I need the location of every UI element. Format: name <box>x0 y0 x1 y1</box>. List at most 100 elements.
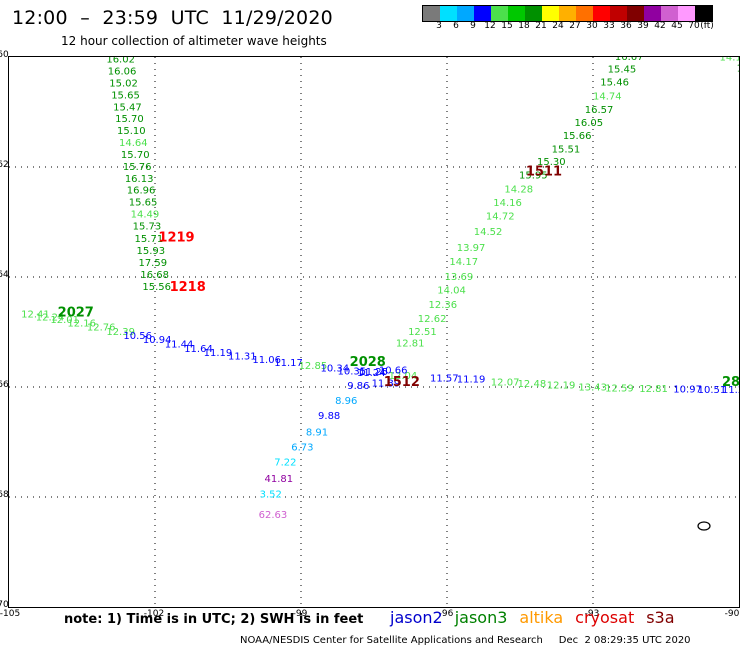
wave-height-label: 15.51 <box>552 145 581 156</box>
wave-height-label: 16.96 <box>127 185 156 196</box>
color-scale-tick-label: 27 <box>569 21 581 31</box>
wave-height-label: 3.52 <box>260 490 282 501</box>
color-scale-labels: 3 6 9 12 15 18 21 24 27 30 33 36 39 42 45 70 (ft) <box>422 21 734 35</box>
color-swatch <box>610 6 627 21</box>
wave-height-label: 14.72 <box>486 211 515 222</box>
color-scale-tick-label: 18 <box>518 21 530 31</box>
color-swatch <box>678 6 695 21</box>
units-note: note: 1) Time is in UTC; 2) SWH is in fe… <box>64 612 364 627</box>
wave-height-label: 13.97 <box>457 243 486 254</box>
wave-height-label: 12.19 <box>547 381 576 392</box>
wave-height-label: 10.94 <box>143 335 172 346</box>
wave-height-label: 14.49 <box>131 210 160 221</box>
color-scale-tick-label: 42 <box>654 21 666 31</box>
wave-height-label: 15.95 <box>519 171 548 182</box>
satellite-legend: jason2 jason3 altika cryosat s3a <box>390 608 687 627</box>
wave-height-label: 12.36 <box>429 300 458 311</box>
footer-credit: NOAA/NESDIS Center for Satellite Applica… <box>240 635 691 646</box>
wave-height-label: 11.17 <box>274 358 303 369</box>
wave-height-label: 12.59 <box>605 383 634 394</box>
wave-height-label: 15.65 <box>111 90 140 101</box>
color-scale-tick-label: 33 <box>603 21 615 31</box>
color-swatch <box>695 6 712 21</box>
wave-height-label: 12.81 <box>639 384 668 395</box>
color-swatch <box>525 6 542 21</box>
pass-time-label: 1511 <box>526 164 562 179</box>
wave-height-label: 11.19 <box>457 375 486 386</box>
latitude-label: -70 <box>0 600 9 610</box>
wave-height-label: 11.44 <box>165 339 194 350</box>
wave-height-label: 11.24 <box>357 368 386 379</box>
map-canvas: 16.0216.0615.0215.6515.4715.7015.1014.64… <box>9 57 739 607</box>
wave-height-label: 16.05 <box>575 118 604 129</box>
satellite-track: 62.633.5241.817.226.738.919.888.969.8611… <box>259 57 644 521</box>
color-swatch <box>661 6 678 21</box>
wave-height-label: 15.71 <box>135 234 164 245</box>
latitude-label: -60 <box>0 50 9 60</box>
color-swatch <box>559 6 576 21</box>
pass-time-labels: 18311510183215111219121820272028151228 <box>58 164 739 390</box>
wave-height-label: 15.02 <box>109 79 138 90</box>
wave-height-label: 10.34 <box>320 364 349 375</box>
wave-height-label: 14.16 <box>493 198 522 209</box>
wave-height-map: 16.02 16.06 15.02 15.65 15.47 15.70 15.10 14.64… <box>8 56 740 608</box>
wave-height-label: 12.16 <box>67 319 96 330</box>
wave-height-label: 11.39 <box>372 378 401 389</box>
wave-height-label: 15.66 <box>563 131 592 142</box>
wave-height-label: 10.66 <box>379 365 408 376</box>
color-swatch <box>423 6 440 21</box>
wave-height-label: 8.96 <box>335 396 357 407</box>
pass-time-label: 1218 <box>170 280 206 295</box>
wave-height-label: 14.52 <box>474 227 503 238</box>
wave-height-label: 15.70 <box>115 114 144 125</box>
wave-height-label: 11.57 <box>430 374 459 385</box>
longitude-label: -99 <box>292 609 308 619</box>
latitude-label: -66 <box>0 380 9 390</box>
satellite-track: 16.0216.0615.0215.6515.4715.7015.1014.64… <box>106 57 171 293</box>
color-scale-tick-label: 3 <box>436 21 442 31</box>
wave-height-label: 12.85 <box>299 361 328 372</box>
latitude-label: -62 <box>0 160 9 170</box>
wave-height-label: 13.69 <box>445 272 474 283</box>
satellite-track: 12.4112.2412.0112.1612.7612.3910.5610.94… <box>21 310 739 396</box>
wave-height-label: 14.04 <box>437 286 466 297</box>
wave-height-label: 12.04 <box>389 371 418 382</box>
wave-height-label: 14.16 <box>720 57 739 63</box>
wave-height-label: 16.19 <box>737 63 739 74</box>
page-title: 12:00 – 23:59 UTC 11/29/2020 <box>12 7 333 29</box>
color-swatch <box>542 6 559 21</box>
wave-height-label: 8.91 <box>306 427 328 438</box>
wave-height-label: 14.74 <box>593 91 622 102</box>
island-outline <box>697 521 711 531</box>
color-swatch <box>508 6 525 21</box>
satellite-tracks: 16.0216.0615.0215.6515.4715.7015.1014.64… <box>21 57 739 521</box>
color-swatch <box>576 6 593 21</box>
wave-height-label: 15.76 <box>123 162 152 173</box>
pass-time-label: 1219 <box>158 230 194 245</box>
latitude-label: -64 <box>0 270 9 280</box>
color-swatch <box>644 6 661 21</box>
pass-time-label: 28 <box>722 375 739 390</box>
wave-height-label: 14.17 <box>449 257 478 268</box>
color-scale-tick-label: (ft) <box>700 21 714 31</box>
wave-height-label: 15.46 <box>600 78 629 89</box>
wave-height-label: 41.81 <box>265 474 294 485</box>
wave-height-label: 16.67 <box>615 57 644 63</box>
wave-height-label: 10.97 <box>673 385 702 396</box>
color-swatch <box>491 6 508 21</box>
color-swatch <box>593 6 610 21</box>
color-swatch <box>474 6 491 21</box>
wave-height-label: 9.88 <box>318 411 340 422</box>
wave-height-label: 6.73 <box>291 442 313 453</box>
pass-time-label: 2027 <box>58 306 94 321</box>
wave-height-label: 7.22 <box>274 458 296 469</box>
wave-height-label: 12.48 <box>518 379 547 390</box>
pass-time-label: 1512 <box>384 375 420 390</box>
wave-height-label: 15.45 <box>608 64 637 75</box>
longitude-label: -96 <box>438 609 454 619</box>
wave-height-label: 15.65 <box>129 198 158 209</box>
wave-height-label: 14.64 <box>119 138 148 149</box>
color-scale-tick-label: 30 <box>586 21 598 31</box>
wave-height-label: 16.57 <box>585 105 614 116</box>
wave-height-label: 15.10 <box>117 126 146 137</box>
